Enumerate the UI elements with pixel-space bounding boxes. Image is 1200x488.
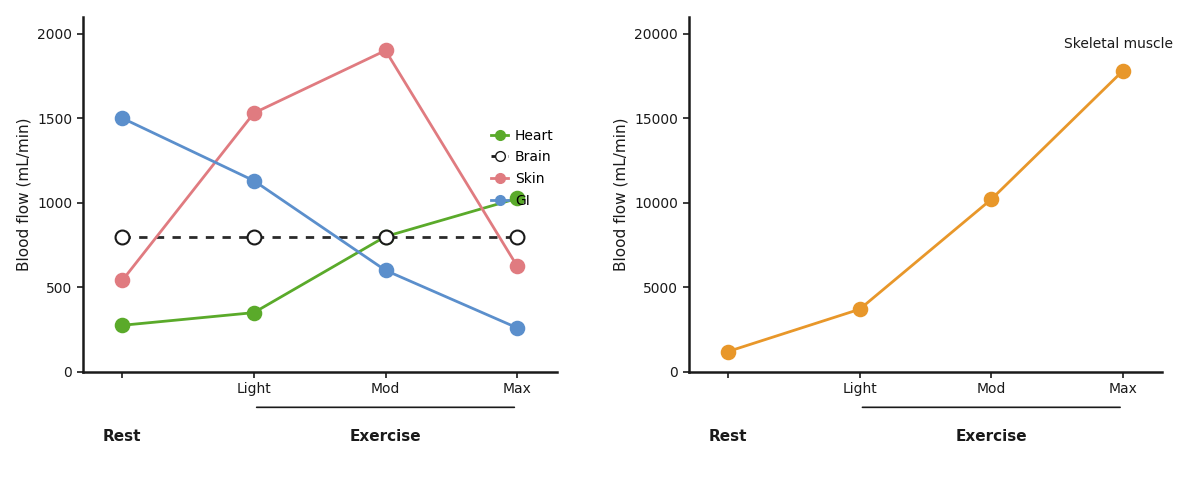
Text: Exercise: Exercise: [955, 428, 1027, 444]
Text: Rest: Rest: [709, 428, 748, 444]
Text: Exercise: Exercise: [349, 428, 421, 444]
Y-axis label: Blood flow (mL/min): Blood flow (mL/min): [613, 118, 629, 271]
Y-axis label: Blood flow (mL/min): Blood flow (mL/min): [17, 118, 31, 271]
Text: Rest: Rest: [103, 428, 142, 444]
Text: Skeletal muscle: Skeletal muscle: [1063, 37, 1172, 51]
Legend: Heart, Brain, Skin, GI: Heart, Brain, Skin, GI: [486, 123, 559, 213]
